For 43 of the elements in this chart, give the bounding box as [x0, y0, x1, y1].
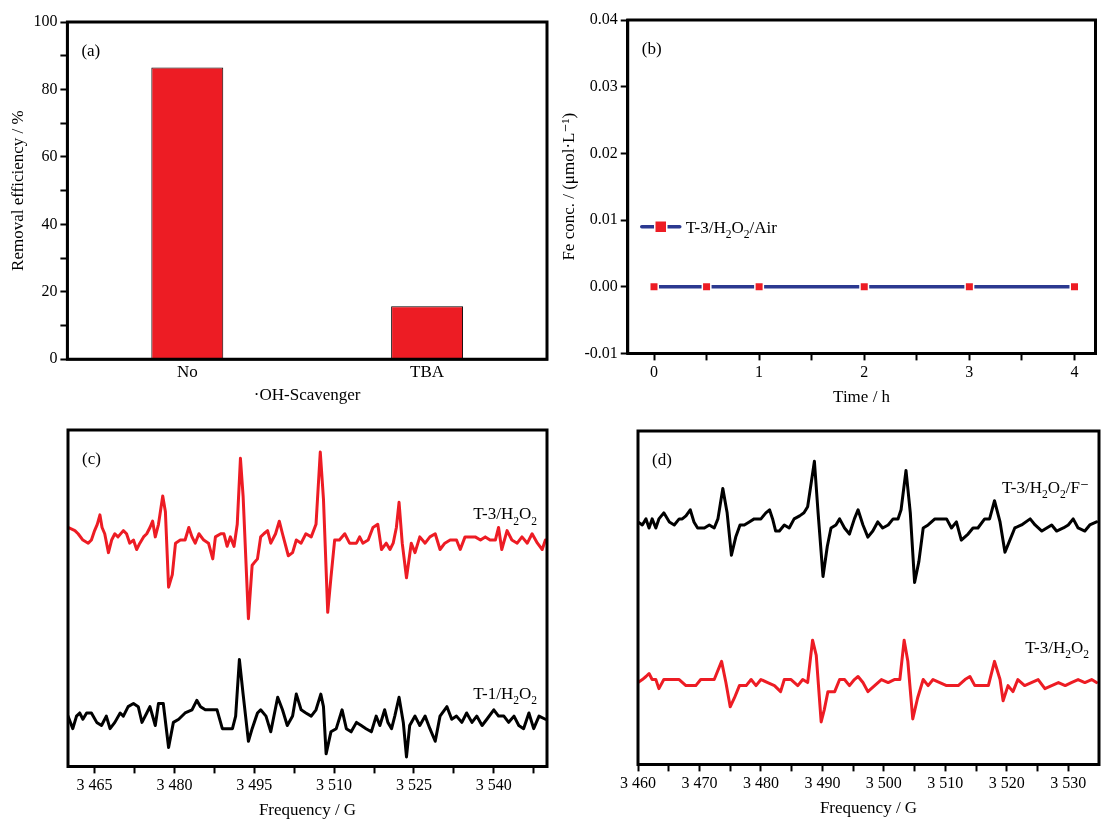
annotation: (c): [82, 449, 101, 468]
x-tick-label: No: [176, 361, 198, 381]
x-tick-label: TBA: [410, 361, 445, 381]
x-axis-title: Frequency / G: [819, 798, 918, 818]
x-tick-label: 3 495: [236, 776, 273, 794]
x-tick-label: 1: [755, 363, 764, 381]
x-tick-label: 2: [860, 363, 869, 381]
x-tick-label: 3 510: [927, 774, 964, 792]
x-tick-label: 3 525: [395, 776, 432, 794]
x-tick-label: 4: [1070, 363, 1079, 381]
y-tick-label: 40: [41, 214, 58, 232]
x-axis-title: Frequency / G: [258, 800, 357, 820]
y-tick-label: 0.04: [589, 10, 618, 28]
annotation: (a): [81, 41, 101, 60]
x-tick-label: 3 530: [1050, 774, 1087, 792]
y-tick-label: 60: [41, 147, 58, 165]
x-tick-label: 3 460: [620, 774, 656, 792]
y-axis-title: Removal efficiency / %: [7, 110, 27, 271]
y-axis-title: Fe conc. / (μmol·L⁻¹): [558, 112, 578, 261]
x-tick-label: 3 500: [865, 774, 902, 792]
x-tick-label: 3 470: [681, 774, 718, 792]
y-tick-label: 20: [41, 281, 58, 299]
y-tick-label: 0.03: [589, 76, 618, 94]
x-tick-label: 3 510: [316, 776, 353, 794]
y-tick-label: -0.01: [584, 343, 618, 361]
x-tick-label: 3 480: [156, 776, 193, 794]
y-tick-label: 80: [41, 79, 58, 97]
y-tick-label: 0.01: [589, 210, 618, 228]
x-axis-title: ·OH-Scavenger: [253, 385, 361, 405]
annotation: (b): [641, 39, 662, 58]
x-tick-label: 3 465: [76, 776, 113, 794]
y-tick-label: 0: [49, 349, 58, 367]
x-tick-label: 3: [965, 363, 974, 381]
y-tick-label: 0.02: [589, 143, 618, 161]
annotation: (d): [652, 450, 672, 469]
x-tick-label: 3 520: [988, 774, 1025, 792]
x-tick-label: 3 480: [742, 774, 779, 792]
y-tick-label: 0.00: [589, 276, 618, 294]
x-tick-label: 0: [650, 363, 659, 381]
x-axis-title: Time / h: [833, 387, 891, 407]
x-tick-label: 3 490: [804, 774, 841, 792]
x-tick-label: 3 540: [475, 776, 512, 794]
y-tick-label: 100: [33, 12, 58, 30]
